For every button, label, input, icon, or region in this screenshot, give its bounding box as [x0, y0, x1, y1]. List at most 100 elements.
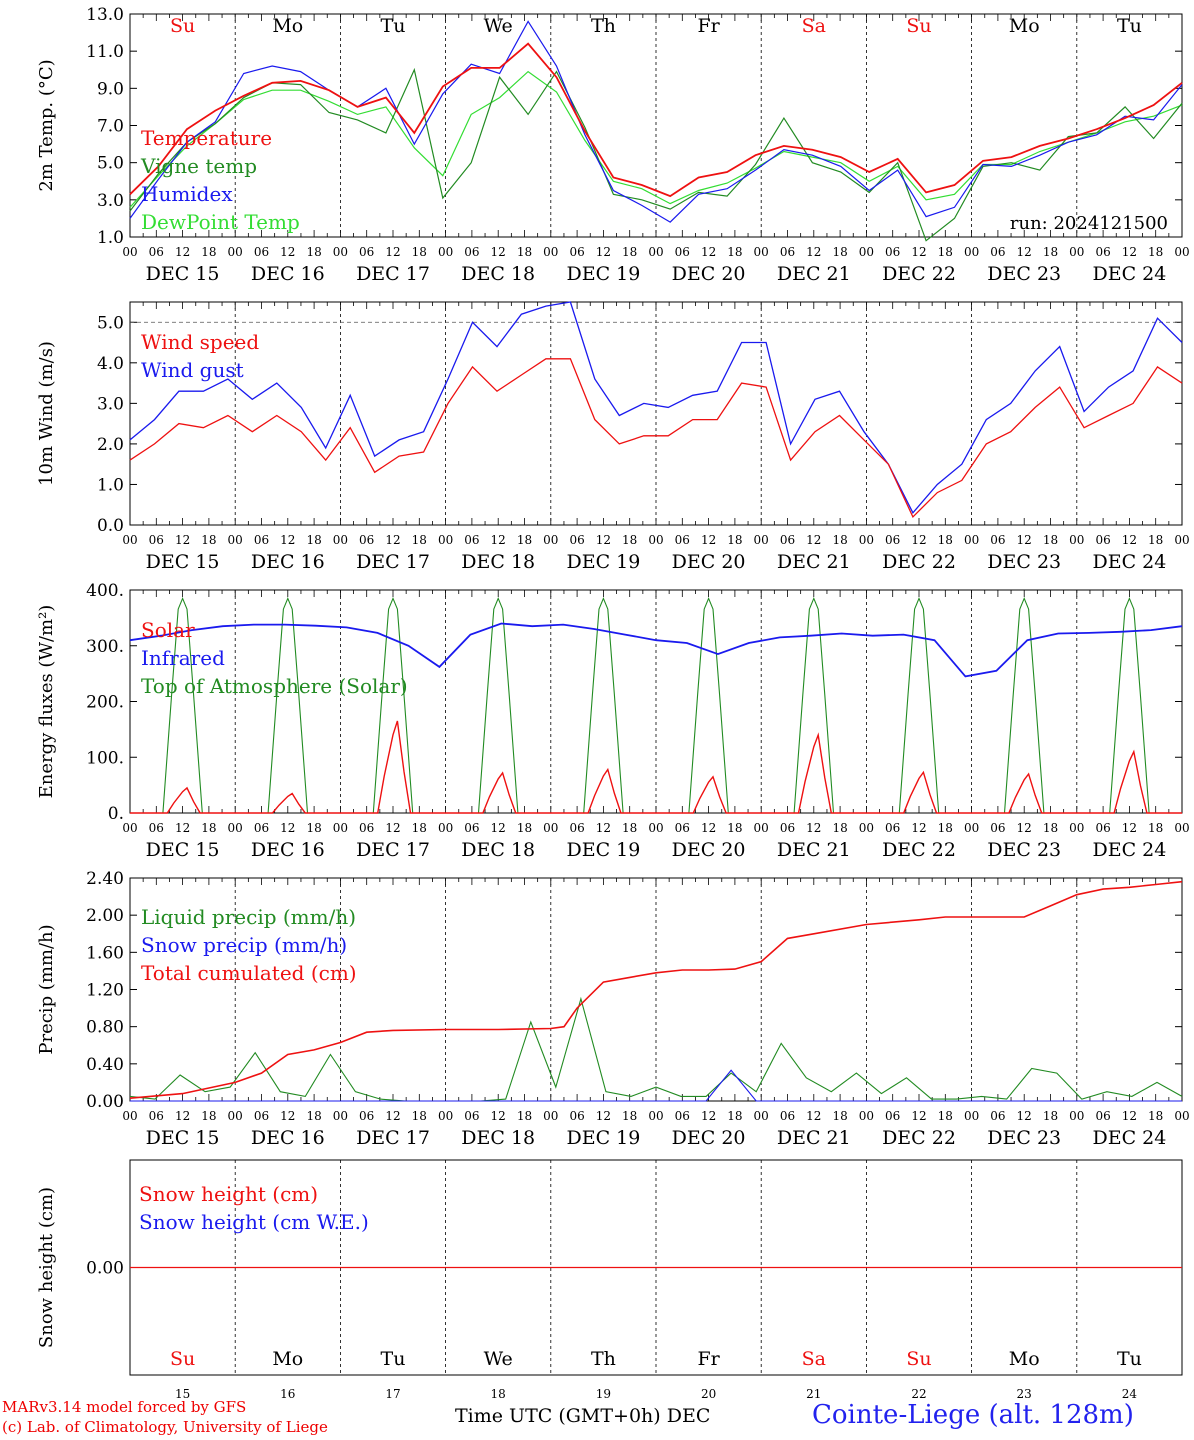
hour-tick-label: 18 — [622, 821, 637, 835]
hour-tick-label: 06 — [885, 245, 900, 259]
hour-tick-label: 00 — [1174, 1109, 1189, 1123]
hour-tick-label: 12 — [280, 533, 295, 547]
weekday-label: We — [484, 1348, 513, 1370]
hour-tick-label: 00 — [964, 533, 979, 547]
legend-entry: Temperature — [141, 126, 272, 150]
hour-tick-label: 06 — [990, 821, 1005, 835]
y-tick-label: 400. — [86, 581, 124, 601]
date-label: DEC 16 — [251, 263, 325, 285]
hour-tick-label: 12 — [911, 533, 926, 547]
y-axis-label: 2m Temp. (°C) — [36, 59, 57, 191]
hour-tick-label: 00 — [1069, 821, 1084, 835]
hour-tick-label: 12 — [385, 245, 400, 259]
hour-tick-label: 06 — [780, 821, 795, 835]
day-number-label: 20 — [701, 1387, 716, 1401]
hour-tick-label: 06 — [675, 821, 690, 835]
hour-tick-label: 12 — [806, 245, 821, 259]
series-line-total-cumulated — [129, 880, 1183, 1099]
hour-tick-label: 00 — [438, 821, 453, 835]
hour-tick-label: 12 — [491, 821, 506, 835]
date-label: DEC 19 — [566, 551, 640, 573]
hour-tick-label: 18 — [622, 533, 637, 547]
date-label: DEC 22 — [882, 1127, 956, 1149]
hour-tick-label: 06 — [359, 821, 374, 835]
hour-tick-label: 12 — [1122, 821, 1137, 835]
date-label: DEC 22 — [882, 551, 956, 573]
y-tick-label: 0.80 — [86, 1018, 124, 1038]
hour-tick-label: 12 — [385, 533, 400, 547]
date-label: DEC 21 — [777, 839, 851, 861]
y-tick-label: 1.20 — [86, 981, 124, 1001]
hour-tick-label: 00 — [648, 1109, 663, 1123]
hour-tick-label: 06 — [464, 533, 479, 547]
hour-tick-label: 06 — [254, 245, 269, 259]
hour-tick-label: 18 — [517, 245, 532, 259]
legend-entry: Infrared — [141, 646, 225, 670]
hour-tick-label: 18 — [1043, 245, 1058, 259]
hour-tick-label: 06 — [254, 533, 269, 547]
hour-tick-label: 00 — [122, 533, 137, 547]
hour-tick-label: 18 — [201, 533, 216, 547]
hour-tick-label: 06 — [990, 1109, 1005, 1123]
hour-tick-label: 00 — [648, 245, 663, 259]
hour-tick-label: 18 — [832, 1109, 847, 1123]
y-tick-label: 0.00 — [86, 1092, 124, 1112]
date-label: DEC 21 — [777, 1127, 851, 1149]
hour-tick-label: 18 — [938, 821, 953, 835]
hour-tick-label: 12 — [701, 533, 716, 547]
legend-entry: Humidex — [141, 182, 233, 206]
series-line-wind-gust — [129, 301, 1183, 514]
hour-tick-label: 00 — [228, 1109, 243, 1123]
legend-entry: Total cumulated (cm) — [141, 961, 357, 985]
hour-tick-label: 12 — [1122, 245, 1137, 259]
weekday-label: Su — [170, 1348, 195, 1370]
date-label: DEC 17 — [356, 551, 430, 573]
hour-tick-label: 00 — [859, 245, 874, 259]
y-tick-label: 4.0 — [97, 354, 124, 374]
y-tick-label: 0.0 — [97, 516, 124, 536]
hour-tick-label: 12 — [596, 245, 611, 259]
y-tick-label: 1.0 — [97, 228, 124, 248]
hour-tick-label: 06 — [675, 245, 690, 259]
hour-tick-label: 00 — [333, 533, 348, 547]
y-tick-label: 1.60 — [86, 943, 124, 963]
weekday-label: We — [484, 15, 513, 37]
day-number-label: 18 — [491, 1387, 506, 1401]
hour-tick-label: 06 — [1095, 1109, 1110, 1123]
hour-tick-label: 00 — [964, 1109, 979, 1123]
weekday-label: Fr — [697, 15, 720, 37]
hour-tick-label: 18 — [306, 1109, 321, 1123]
date-label: DEC 23 — [987, 839, 1061, 861]
hour-tick-label: 18 — [938, 245, 953, 259]
hour-tick-label: 00 — [859, 821, 874, 835]
date-label: DEC 23 — [987, 551, 1061, 573]
date-label: DEC 20 — [672, 263, 746, 285]
hour-tick-label: 00 — [754, 1109, 769, 1123]
date-label: DEC 20 — [672, 1127, 746, 1149]
weekday-label: Th — [591, 1348, 616, 1370]
hour-tick-label: 12 — [596, 533, 611, 547]
hour-tick-label: 18 — [517, 533, 532, 547]
hour-tick-label: 00 — [228, 533, 243, 547]
date-label: DEC 19 — [566, 839, 640, 861]
hour-tick-label: 00 — [754, 533, 769, 547]
hour-tick-label: 12 — [385, 1109, 400, 1123]
hour-tick-label: 00 — [543, 821, 558, 835]
date-label: DEC 15 — [146, 263, 220, 285]
hour-tick-label: 00 — [754, 245, 769, 259]
date-label: DEC 16 — [251, 1127, 325, 1149]
hour-tick-label: 00 — [648, 821, 663, 835]
date-label: DEC 20 — [672, 839, 746, 861]
hour-tick-label: 00 — [1174, 821, 1189, 835]
hour-tick-label: 00 — [333, 245, 348, 259]
hour-tick-label: 00 — [1174, 533, 1189, 547]
hour-tick-label: 00 — [859, 533, 874, 547]
y-tick-label: 2.0 — [97, 435, 124, 455]
series-line-wind-speed — [129, 358, 1183, 519]
hour-tick-label: 12 — [806, 1109, 821, 1123]
date-label: DEC 18 — [461, 263, 535, 285]
hour-tick-label: 18 — [517, 1109, 532, 1123]
hour-tick-label: 06 — [149, 1109, 164, 1123]
hour-tick-label: 12 — [280, 821, 295, 835]
hour-tick-label: 12 — [1122, 1109, 1137, 1123]
